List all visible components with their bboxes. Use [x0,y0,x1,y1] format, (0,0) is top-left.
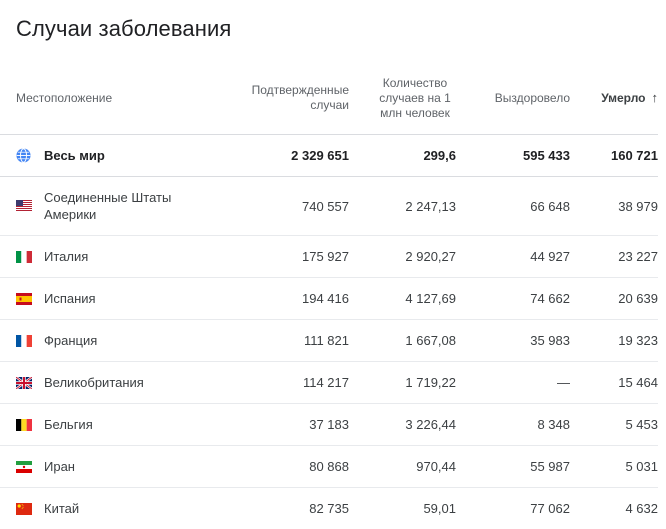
recovered-cell: 35 983 [456,319,570,362]
location-cell: Испания [0,277,205,320]
header-location[interactable]: Местоположение [0,62,205,135]
header-deaths[interactable]: Умерло ↑ [570,62,658,135]
header-per-million-label: Количество случаев на 1 млн человек [379,75,451,120]
recovered-cell: 55 987 [456,445,570,488]
location-name: Иран [44,459,75,474]
confirmed-cell: 740 557 [205,176,349,236]
table-row[interactable]: Китай 82 735 59,01 77 062 4 632 [0,488,658,529]
per-million-cell: 3 226,44 [349,403,456,446]
deaths-cell: 4 632 [625,501,658,516]
location-cell: Франция [0,319,205,362]
deaths-cell: 15 464 [570,361,658,404]
per-million-cell: 2 247,13 [349,176,456,236]
confirmed-cell: 175 927 [205,235,349,278]
confirmed-cell: 194 416 [205,277,349,320]
location-cell: Соединенные Штаты Америки [0,176,205,236]
spain-flag-icon [16,292,32,305]
location-name: Италия [44,249,89,264]
recovered-cell: 66 648 [456,176,570,236]
confirmed-cell: 114 217 [205,361,349,404]
location-cell: Бельгия [0,403,205,446]
location-cell: Китай [0,488,205,529]
table-row[interactable]: Испания 194 416 4 127,69 74 662 20 639 [0,277,658,320]
recovered-cell: — [456,361,570,404]
deaths-cell: 38 979 [570,176,658,236]
header-per-million[interactable]: Количество случаев на 1 млн человек [349,62,456,135]
location-name: Весь мир [44,148,105,163]
uk-flag-icon [16,376,32,389]
header-recovered[interactable]: Выздоровело [456,62,570,135]
table-row[interactable]: Италия 175 927 2 920,27 44 927 23 227 [0,235,658,278]
header-confirmed-label: Подтвержденные случаи [251,83,349,112]
per-million-cell: 4 127,69 [349,277,456,320]
location-name: Испания [44,291,96,306]
location-name: Соединенные Штаты Америки [44,190,172,222]
location-name: Бельгия [44,417,93,432]
location-name: Великобритания [44,375,144,390]
location-name: Китай [44,501,80,516]
table-header-row: Местоположение Подтвержденные случаи Кол… [0,62,658,135]
confirmed-cell: 2 329 651 [205,134,349,177]
location-cell: Италия [0,235,205,278]
confirmed-cell: 37 183 [205,403,349,446]
recovered-cell: 74 662 [456,277,570,320]
deaths-cell: 5 031 [570,445,658,488]
sort-arrow-up-icon: ↑ [651,90,659,105]
location-cell: Весь мир [0,134,205,177]
china-flag-icon [16,502,32,515]
recovered-cell: 8 348 [456,403,570,446]
confirmed-cell: 80 868 [205,445,349,488]
deaths-cell: 23 227 [570,235,658,278]
belgium-flag-icon [16,418,32,431]
deaths-cell: 20 639 [570,277,658,320]
recovered-cell: 77 062 [530,501,570,516]
deaths-cell: 160 721 [570,134,658,177]
location-cell: Великобритания [0,361,205,404]
per-million-cell: 970,44 [349,445,456,488]
location-name: Франция [44,333,98,348]
table-row[interactable]: Франция 111 821 1 667,08 35 983 19 323 [0,319,658,362]
usa-flag-icon [16,200,32,212]
table-row-world[interactable]: Весь мир 2 329 651 299,6 595 433 160 721 [0,134,658,177]
card-title: Случаи заболевания [16,16,232,41]
deaths-cell: 19 323 [570,319,658,362]
france-flag-icon [16,334,32,347]
iran-flag-icon [16,460,32,473]
italy-flag-icon [16,250,32,263]
per-million-cell: 59,01 [423,501,456,516]
confirmed-cell: 111 821 [205,319,349,362]
header-confirmed[interactable]: Подтвержденные случаи [205,62,349,135]
cases-table: Местоположение Подтвержденные случаи Кол… [0,62,658,529]
per-million-cell: 299,6 [349,134,456,177]
deaths-cell: 5 453 [570,403,658,446]
location-cell: Иран [0,445,205,488]
table-row[interactable]: Иран 80 868 970,44 55 987 5 031 [0,445,658,488]
globe-icon [16,148,31,163]
table-row[interactable]: Великобритания 114 217 1 719,22 — 15 464 [0,361,658,404]
confirmed-cell: 82 735 [309,501,349,516]
table-row[interactable]: Бельгия 37 183 3 226,44 8 348 5 453 [0,403,658,446]
header-deaths-label: Умерло [601,91,646,105]
recovered-cell: 595 433 [456,134,570,177]
per-million-cell: 1 667,08 [349,319,456,362]
table-row[interactable]: Соединенные Штаты Америки 740 557 2 247,… [0,176,658,236]
recovered-cell: 44 927 [456,235,570,278]
per-million-cell: 2 920,27 [349,235,456,278]
per-million-cell: 1 719,22 [349,361,456,404]
